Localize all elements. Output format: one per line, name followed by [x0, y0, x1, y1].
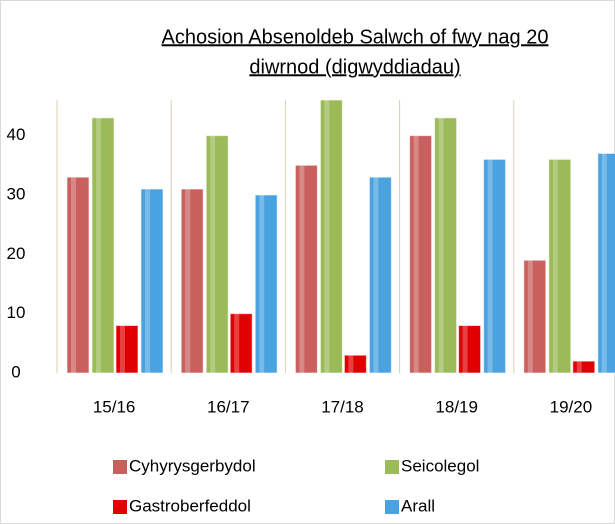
legend-swatch: [113, 460, 127, 474]
legend-swatch: [385, 500, 399, 514]
bar-highlight: [348, 355, 354, 373]
y-tick-label: 10: [7, 303, 26, 322]
x-tick-label: 15/16: [93, 397, 136, 416]
legend-swatch: [385, 460, 399, 474]
bar: [483, 158, 507, 374]
legend-label: Seicolegol: [401, 456, 479, 475]
legend-swatch: [113, 500, 127, 514]
bar: [458, 325, 482, 374]
bar-highlight: [185, 189, 191, 373]
bar-highlight: [413, 135, 419, 373]
y-tick-label: 40: [7, 125, 26, 144]
bar-highlight: [299, 165, 305, 373]
bar-highlight: [210, 135, 216, 373]
bar: [180, 188, 204, 374]
bar: [548, 158, 572, 374]
x-tick-label: 18/19: [435, 397, 478, 416]
bar: [91, 117, 115, 374]
bar: [229, 313, 253, 374]
bar: [409, 135, 433, 374]
bar-highlight: [259, 194, 265, 373]
x-tick-label: 17/18: [321, 397, 364, 416]
bar-highlight: [462, 325, 468, 373]
bar-highlight: [552, 159, 558, 373]
bar-highlight: [234, 313, 240, 373]
bar: [434, 117, 458, 374]
y-tick-label: 20: [7, 244, 26, 263]
bar: [597, 152, 615, 374]
legend-label: Gastroberfeddol: [129, 496, 251, 515]
x-tick-label: 16/17: [207, 397, 250, 416]
bar-highlight: [71, 177, 76, 373]
bar-highlight: [145, 189, 150, 373]
y-tick-label: 30: [7, 184, 26, 203]
bar: [205, 135, 229, 374]
bar: [319, 99, 343, 374]
bar-highlight: [96, 117, 101, 373]
chart-title: diwrnod (digwyddiadau): [249, 56, 460, 78]
bar-highlight: [601, 153, 607, 373]
bar: [294, 164, 318, 374]
y-tick-label: 0: [11, 362, 20, 381]
legend-label: Arall: [401, 496, 435, 515]
bar: [343, 354, 367, 374]
chart-title: Achosion Absenoldeb Salwch of fwy nag 20: [162, 26, 549, 48]
bar: [523, 259, 547, 374]
x-tick-label: 19/20: [550, 397, 593, 416]
bar: [368, 176, 392, 374]
bar: [572, 360, 596, 374]
bar: [254, 194, 278, 374]
bar-highlight: [120, 325, 125, 373]
bar-highlight: [527, 260, 533, 373]
bar-highlight: [373, 177, 379, 373]
bar: [140, 188, 164, 374]
bar-highlight: [487, 159, 493, 373]
bar-highlight: [576, 361, 582, 373]
legend-label: Cyhyrysgerbydol: [129, 456, 256, 475]
bar: [115, 325, 139, 374]
bar-highlight: [438, 117, 444, 373]
bar: [66, 176, 90, 374]
bar-highlight: [324, 100, 330, 373]
